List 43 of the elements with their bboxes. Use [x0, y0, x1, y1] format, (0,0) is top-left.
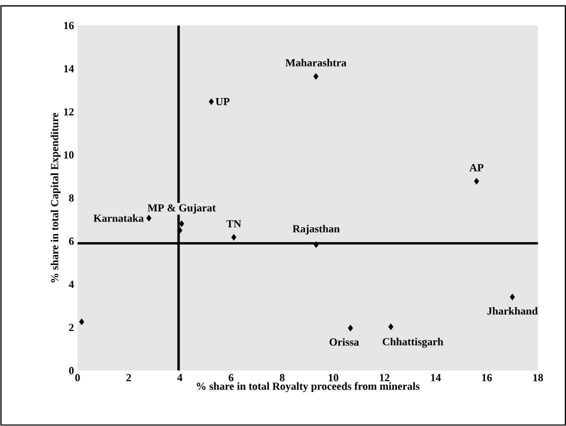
y-axis-title: % share in total Capital Expenditure [50, 112, 60, 282]
annotation: MP & Gujarat [148, 204, 216, 214]
x-tick-label: 6 [228, 374, 234, 382]
x-tick-label: 18 [533, 374, 543, 382]
point [474, 178, 480, 185]
y-tick-label: 10 [64, 151, 74, 159]
annotation: Orissa [330, 338, 359, 346]
x-tick-label: 16 [482, 374, 492, 382]
annotation: UP [216, 98, 230, 106]
y-tick-label: 2 [69, 324, 74, 331]
y-tick-label: 12 [64, 108, 74, 116]
point [208, 98, 214, 105]
x-tick-label: 12 [380, 374, 390, 382]
annotation: TN [226, 220, 242, 228]
annotation: Maharashtra [286, 58, 346, 66]
point [79, 318, 84, 326]
annotation: Chhattisgarh [382, 338, 444, 348]
y-tick-label: 14 [64, 65, 74, 72]
point [179, 220, 184, 228]
x-axis-title: % share in total Royalty proceeds from minerals [196, 382, 420, 392]
point [388, 323, 394, 330]
y-tick-label: 4 [68, 280, 74, 288]
annotation: Jharkhand [487, 307, 538, 315]
y-tick-label: 16 [64, 22, 74, 30]
annotation: AP [469, 164, 484, 172]
point [146, 214, 152, 222]
x-tick-label: 2 [126, 374, 131, 382]
y-tick-label: 8 [69, 194, 74, 202]
x-tick-label: 14 [431, 374, 441, 382]
point [177, 227, 182, 234]
x-tick-label: 0 [75, 374, 80, 382]
point [510, 294, 515, 300]
x-tick-label: 8 [280, 374, 284, 382]
y-tick-label: 0 [69, 366, 74, 374]
point [348, 324, 354, 332]
point [313, 73, 318, 80]
y-tick-label: 6 [69, 238, 74, 245]
annotation: Rajasthan [292, 224, 340, 235]
point [314, 241, 319, 248]
point [231, 234, 236, 241]
x-tick-label: 10 [328, 374, 338, 382]
annotation: Karnataka [94, 214, 144, 222]
x-tick-label: 4 [177, 374, 182, 382]
